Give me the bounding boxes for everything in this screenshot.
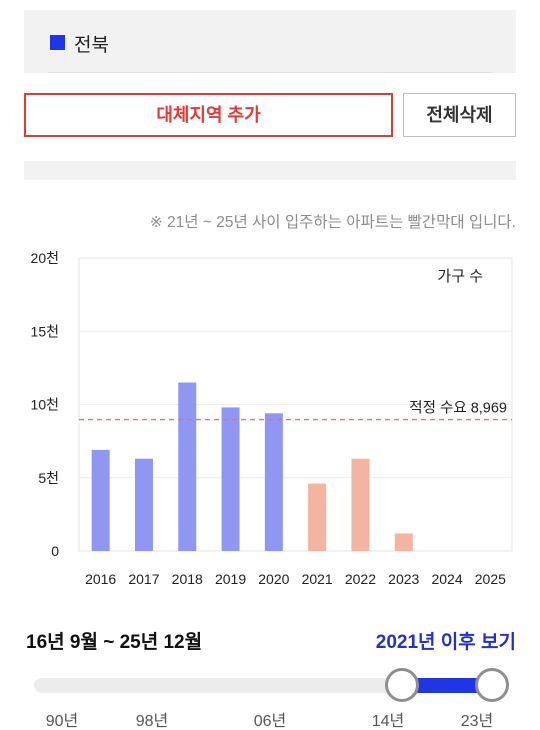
slider-tick-label: 14년 bbox=[371, 713, 405, 730]
slider-tick-label: 06년 bbox=[253, 713, 287, 730]
bar-2017 bbox=[134, 458, 153, 551]
bar-2021 bbox=[308, 483, 327, 551]
slider-tick-label: 23년 bbox=[460, 713, 494, 730]
x-tick-label: 2022 bbox=[345, 571, 376, 587]
y-tick-label: 15천 bbox=[31, 323, 59, 339]
year-range-slider-selection bbox=[402, 678, 492, 693]
x-tick-label: 2020 bbox=[258, 571, 289, 587]
bar-2019 bbox=[221, 407, 240, 551]
x-tick-label: 2021 bbox=[302, 571, 333, 587]
region-color-swatch bbox=[50, 35, 65, 50]
y-tick-label: 5천 bbox=[38, 470, 59, 486]
x-tick-label: 2018 bbox=[172, 571, 203, 587]
bar-2018 bbox=[178, 382, 197, 551]
unit-label: 가구 수 bbox=[437, 268, 483, 285]
x-tick-label: 2016 bbox=[85, 571, 116, 587]
x-tick-label: 2017 bbox=[128, 571, 159, 587]
bar-2016 bbox=[91, 449, 110, 551]
supply-bar-chart: 0 5천 10천 15천 20천 2016 2017 2018 2019 2020 2021 2022… bbox=[31, 250, 513, 587]
section-divider-strip bbox=[24, 161, 516, 180]
x-tick-label: 2019 bbox=[215, 571, 246, 587]
region-card: 전북 bbox=[24, 10, 516, 73]
region-card-divider bbox=[48, 72, 492, 73]
y-tick-label: 20천 bbox=[31, 250, 59, 266]
x-tick-label: 2024 bbox=[431, 571, 462, 587]
slider-tick-label: 90년 bbox=[45, 713, 79, 730]
bar-2023 bbox=[394, 533, 413, 551]
bar-2020 bbox=[264, 413, 283, 551]
view-after-2021-link[interactable]: 2021년 이후 보기 bbox=[375, 632, 516, 653]
delete-all-button[interactable]: 전체삭제 bbox=[403, 93, 516, 137]
reference-line-label: 적정 수요 8,969 bbox=[409, 400, 507, 417]
bar-2022 bbox=[351, 458, 370, 551]
year-range-end-handle[interactable] bbox=[475, 668, 509, 702]
region-name: 전북 bbox=[74, 35, 109, 56]
period-label: 16년 9월 ~ 25년 12월 bbox=[26, 632, 203, 653]
x-tick-label: 2025 bbox=[475, 571, 506, 587]
y-tick-label: 0 bbox=[51, 543, 59, 559]
x-tick-label: 2023 bbox=[388, 571, 419, 587]
y-tick-label: 10천 bbox=[31, 397, 59, 413]
slider-tick-label: 98년 bbox=[135, 713, 169, 730]
chart-note: ※ 21년 ~ 25년 사이 입주하는 아파트는 빨간막대 입니다. bbox=[149, 214, 516, 231]
add-alternative-region-button[interactable]: 대체지역 추가 bbox=[24, 93, 393, 137]
year-range-start-handle[interactable] bbox=[385, 668, 419, 702]
